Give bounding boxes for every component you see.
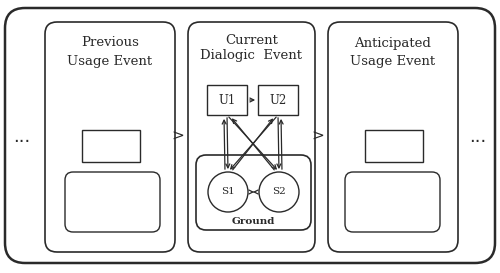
Bar: [258, 85, 298, 115]
Bar: [365, 130, 423, 162]
Bar: [82, 130, 140, 162]
Text: Anticipated
Usage Event: Anticipated Usage Event: [350, 37, 436, 67]
Text: >: >: [172, 130, 184, 144]
Circle shape: [208, 172, 248, 212]
Text: Ground: Ground: [232, 218, 275, 227]
FancyBboxPatch shape: [5, 8, 495, 263]
Text: S2: S2: [272, 188, 286, 197]
Text: ...: ...: [470, 128, 486, 146]
Text: >: >: [312, 130, 324, 144]
FancyBboxPatch shape: [65, 172, 160, 232]
Text: Current: Current: [225, 34, 278, 46]
FancyBboxPatch shape: [328, 22, 458, 252]
Bar: [207, 85, 247, 115]
Text: U2: U2: [270, 93, 286, 106]
FancyBboxPatch shape: [188, 22, 315, 252]
FancyBboxPatch shape: [345, 172, 440, 232]
Text: U1: U1: [218, 93, 236, 106]
Text: S1: S1: [221, 188, 235, 197]
Text: ...: ...: [14, 128, 30, 146]
FancyBboxPatch shape: [196, 155, 311, 230]
FancyBboxPatch shape: [45, 22, 175, 252]
Text: Dialogic  Event: Dialogic Event: [200, 49, 302, 63]
Circle shape: [259, 172, 299, 212]
Text: Previous
Usage Event: Previous Usage Event: [68, 37, 152, 67]
